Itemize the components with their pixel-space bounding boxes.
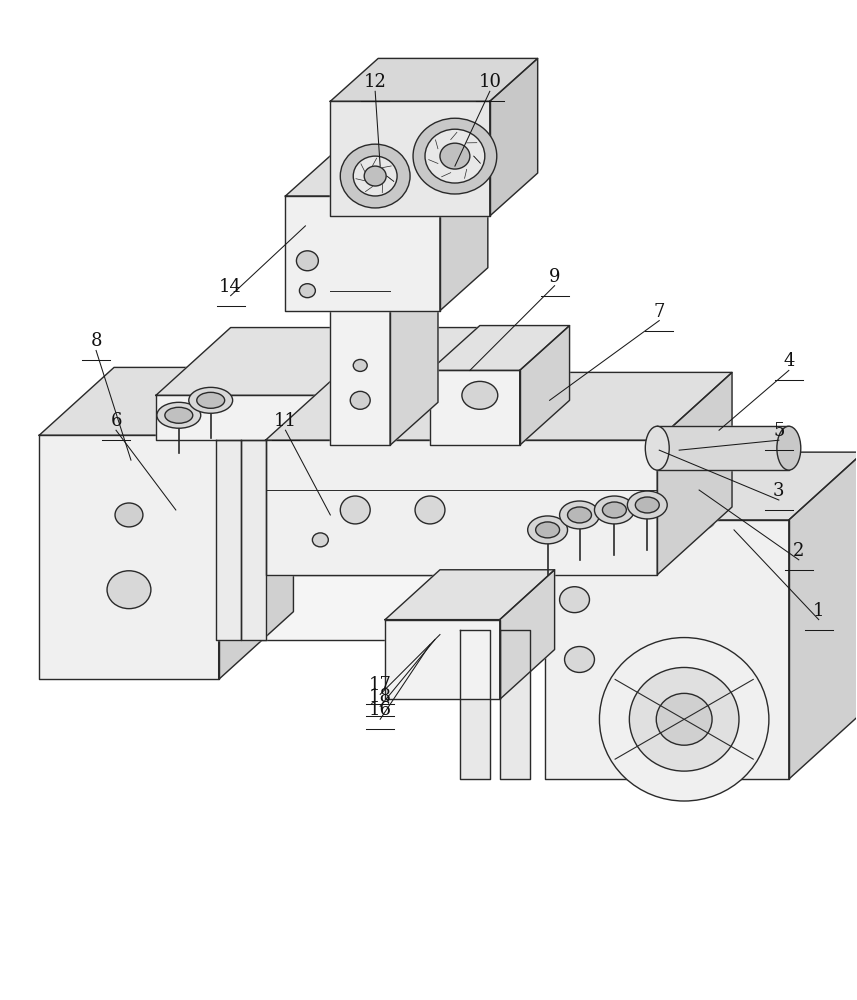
Ellipse shape (462, 381, 498, 409)
Ellipse shape (297, 251, 318, 271)
Ellipse shape (353, 359, 367, 371)
Ellipse shape (415, 496, 445, 524)
Ellipse shape (560, 587, 590, 613)
Polygon shape (156, 328, 485, 395)
Polygon shape (788, 452, 857, 779)
Text: 14: 14 (219, 278, 242, 296)
Ellipse shape (565, 647, 595, 672)
Polygon shape (544, 452, 857, 520)
Polygon shape (410, 328, 485, 440)
Polygon shape (519, 326, 570, 445)
Polygon shape (171, 530, 659, 575)
Polygon shape (171, 575, 565, 640)
Ellipse shape (683, 510, 715, 530)
Polygon shape (657, 372, 732, 575)
Ellipse shape (197, 392, 225, 408)
Text: 8: 8 (90, 332, 102, 350)
Ellipse shape (107, 571, 151, 609)
Ellipse shape (635, 497, 659, 513)
Text: 3: 3 (773, 482, 785, 500)
Ellipse shape (353, 156, 397, 196)
Ellipse shape (644, 513, 675, 533)
Polygon shape (156, 395, 410, 440)
Text: 9: 9 (548, 268, 560, 286)
Ellipse shape (776, 426, 800, 470)
Ellipse shape (645, 426, 669, 470)
Text: 11: 11 (274, 412, 297, 430)
Polygon shape (216, 440, 241, 640)
Ellipse shape (299, 284, 315, 298)
Ellipse shape (364, 166, 387, 186)
Polygon shape (657, 426, 788, 470)
Polygon shape (440, 153, 488, 311)
Ellipse shape (536, 522, 560, 538)
Text: 17: 17 (369, 676, 392, 694)
Ellipse shape (440, 143, 470, 169)
Ellipse shape (189, 387, 232, 413)
Ellipse shape (602, 502, 626, 518)
Ellipse shape (567, 507, 591, 523)
Polygon shape (330, 221, 390, 445)
Polygon shape (460, 630, 490, 779)
Polygon shape (430, 326, 570, 370)
Polygon shape (285, 196, 440, 311)
Polygon shape (430, 370, 519, 445)
Ellipse shape (593, 525, 626, 545)
Ellipse shape (425, 129, 485, 183)
Text: 5: 5 (773, 422, 784, 440)
Polygon shape (385, 570, 554, 620)
Ellipse shape (313, 533, 328, 547)
Ellipse shape (340, 496, 370, 524)
Polygon shape (490, 58, 537, 216)
Polygon shape (241, 440, 266, 640)
Polygon shape (330, 58, 537, 101)
Text: 16: 16 (369, 701, 392, 719)
Ellipse shape (115, 503, 143, 527)
Text: 6: 6 (111, 412, 122, 430)
Polygon shape (219, 367, 293, 679)
Ellipse shape (157, 402, 201, 428)
Polygon shape (385, 620, 500, 699)
Ellipse shape (595, 496, 634, 524)
Polygon shape (285, 153, 488, 196)
Ellipse shape (627, 491, 668, 519)
Polygon shape (544, 520, 788, 779)
Text: 12: 12 (363, 73, 387, 91)
Ellipse shape (560, 501, 599, 529)
Ellipse shape (340, 144, 410, 208)
Ellipse shape (528, 516, 567, 544)
Ellipse shape (629, 667, 739, 771)
Polygon shape (565, 530, 659, 640)
Ellipse shape (351, 391, 370, 409)
Ellipse shape (599, 638, 769, 801)
Ellipse shape (656, 693, 712, 745)
Polygon shape (39, 367, 293, 435)
Polygon shape (500, 570, 554, 699)
Polygon shape (390, 178, 438, 445)
Text: 4: 4 (783, 352, 794, 370)
Text: 7: 7 (654, 303, 665, 321)
Ellipse shape (165, 407, 193, 423)
Polygon shape (330, 178, 438, 221)
Ellipse shape (413, 118, 497, 194)
Text: 18: 18 (369, 688, 392, 706)
Polygon shape (330, 101, 490, 216)
Text: 1: 1 (813, 602, 824, 620)
Polygon shape (266, 440, 657, 575)
Polygon shape (500, 630, 530, 779)
Polygon shape (39, 435, 219, 679)
Text: 2: 2 (793, 542, 805, 560)
Polygon shape (266, 372, 732, 440)
Text: 10: 10 (478, 73, 501, 91)
